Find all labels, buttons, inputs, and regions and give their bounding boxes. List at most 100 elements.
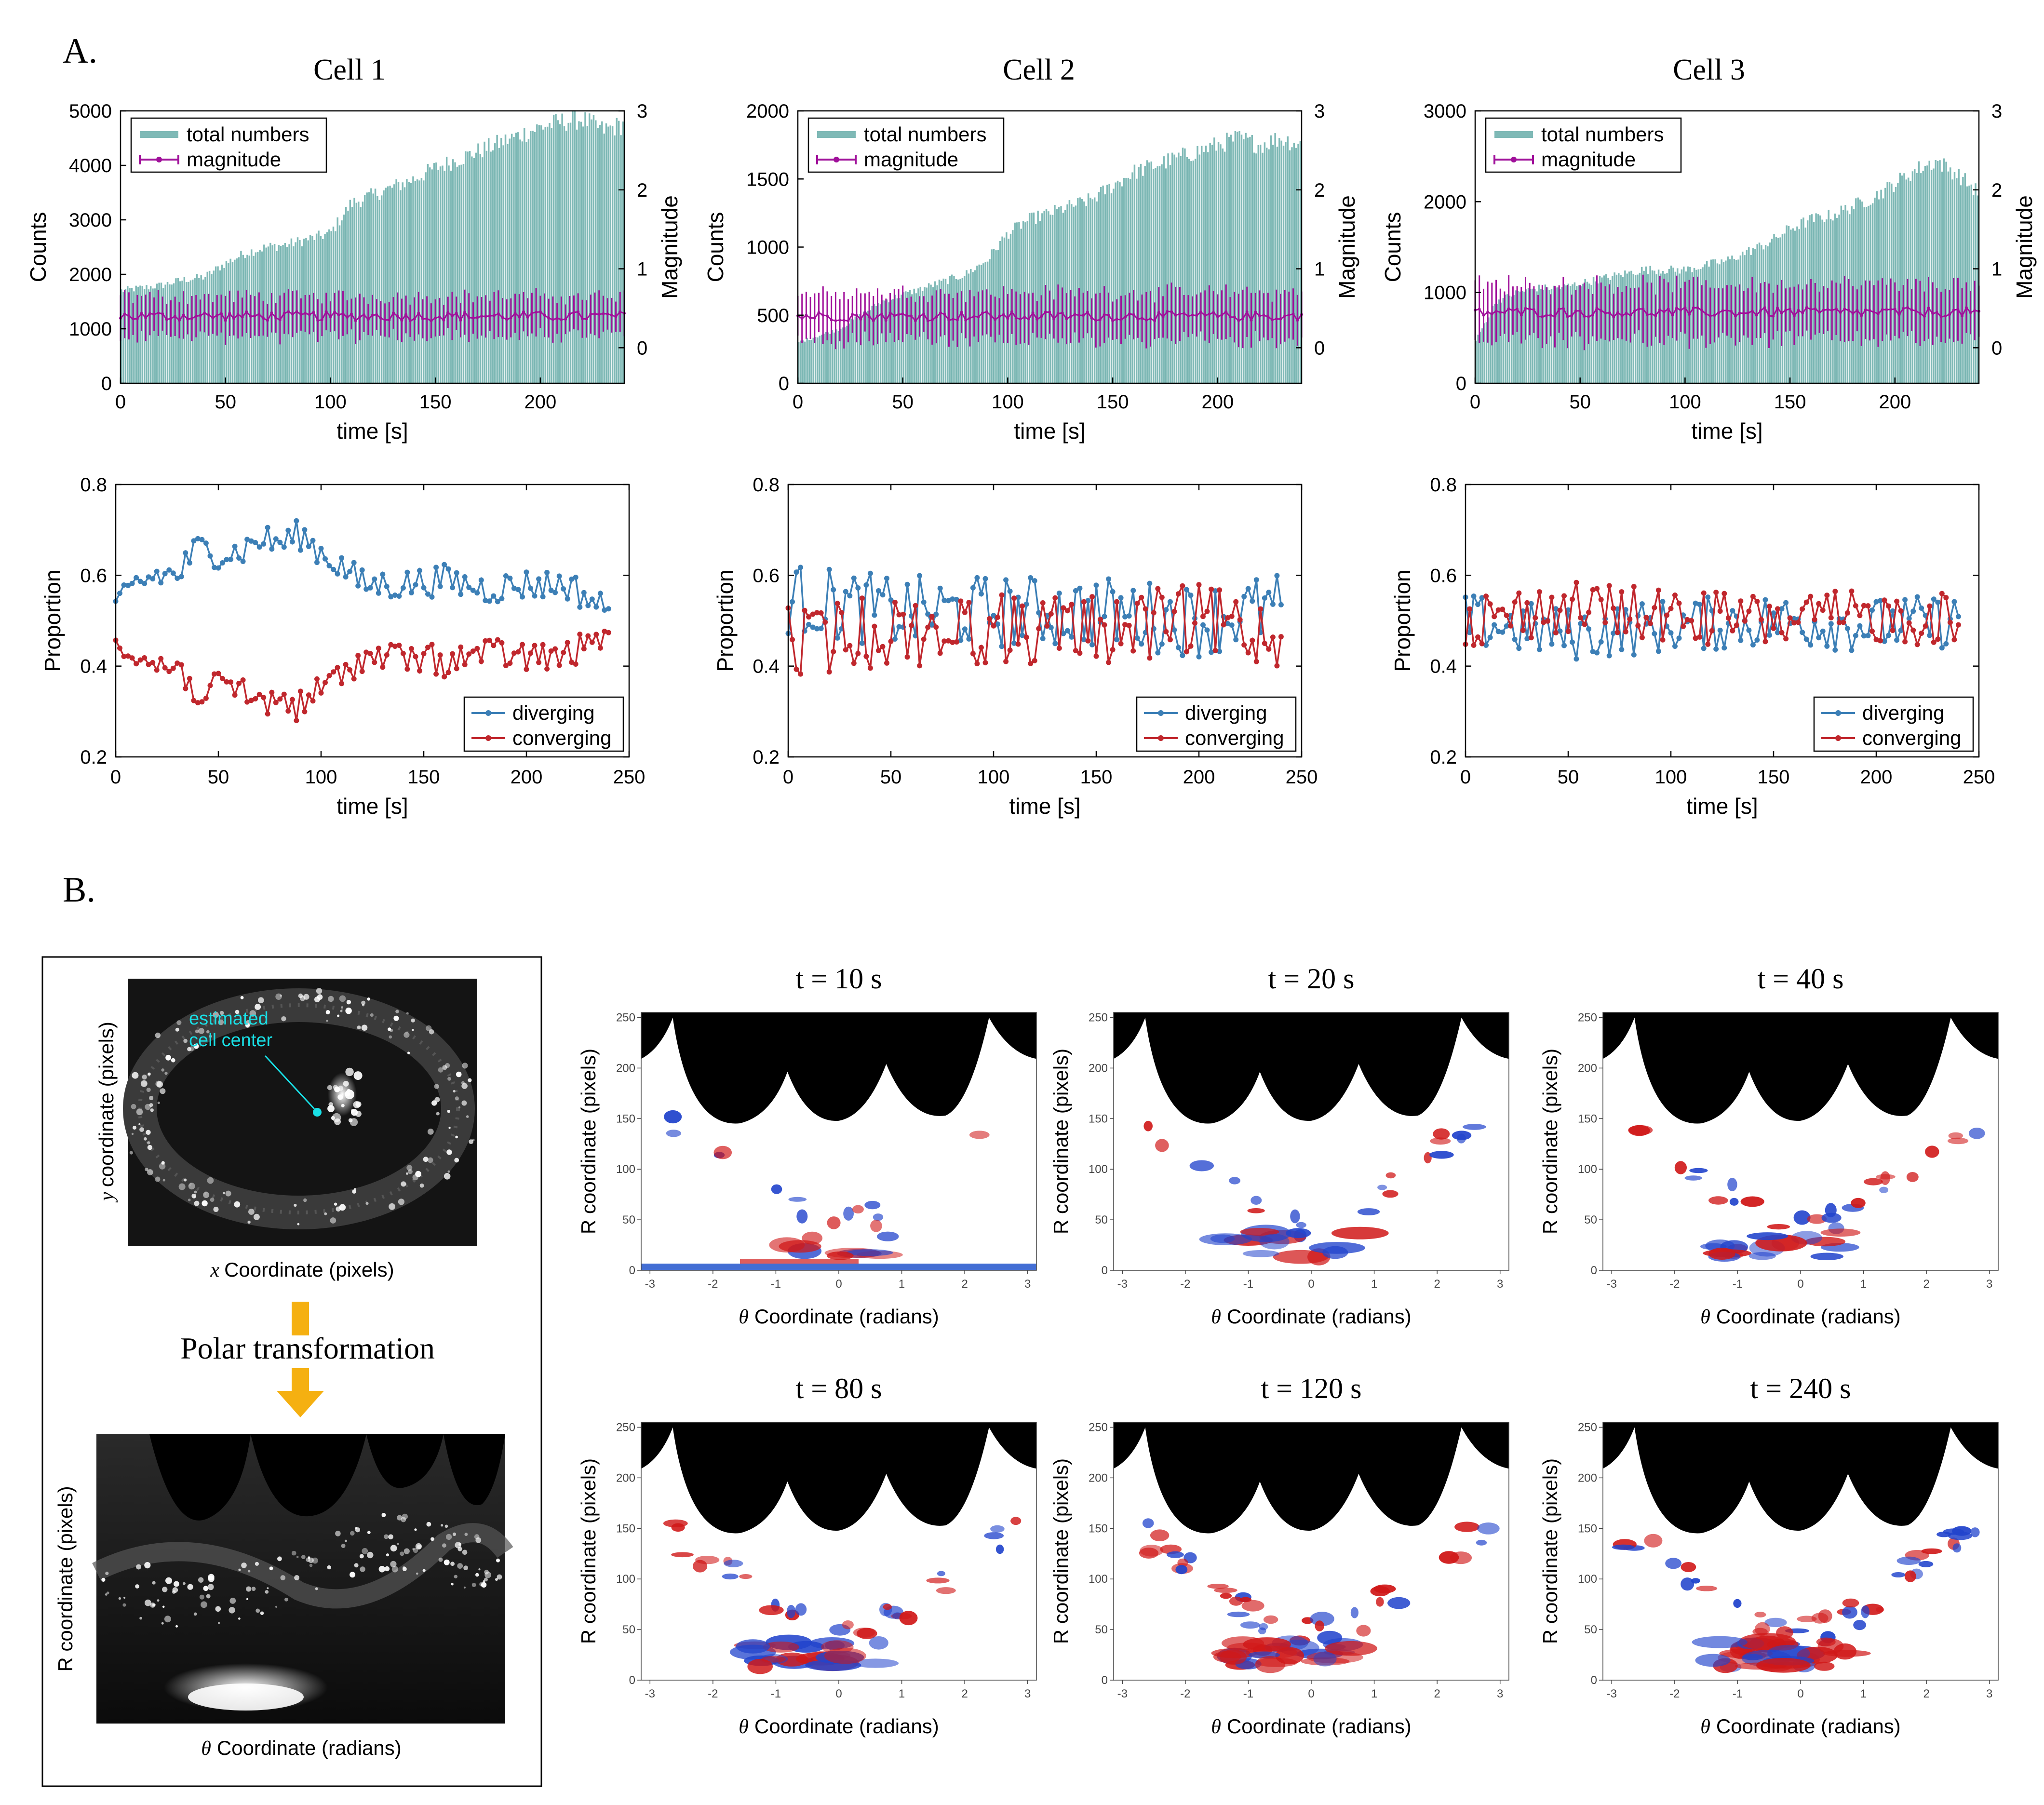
x-tick-label: 50 — [1569, 391, 1591, 413]
fluorescent-spot — [107, 1591, 109, 1594]
heatmap-blob — [1754, 1622, 1770, 1636]
fluorescent-spot — [367, 1531, 371, 1535]
count-bar — [1657, 269, 1660, 383]
count-bar — [1573, 282, 1576, 383]
count-bar — [1693, 268, 1695, 383]
count-bar — [1871, 203, 1874, 383]
count-bar — [1773, 233, 1775, 383]
fluorescent-spot — [402, 1513, 408, 1520]
converging-point — [987, 616, 992, 621]
converging-point — [1200, 614, 1206, 620]
converging-point — [933, 624, 939, 630]
cell-1-title: Cell 1 — [313, 54, 386, 86]
heatmap-blob — [1456, 1133, 1466, 1144]
count-bar — [1662, 271, 1664, 383]
count-bar — [1158, 166, 1161, 383]
x-tick-label: 150 — [408, 767, 440, 788]
count-bar — [423, 180, 425, 383]
converging-point — [548, 648, 554, 654]
diverging-point — [207, 553, 213, 559]
diverging-point — [843, 589, 848, 594]
count-bar — [955, 279, 957, 383]
converging-point — [806, 614, 812, 620]
converging-point — [1717, 608, 1723, 614]
fluorescent-spot — [260, 1611, 264, 1615]
count-bar — [1073, 206, 1075, 383]
converging-point — [1869, 628, 1875, 634]
fluorescent-spot — [210, 1198, 215, 1202]
count-bar — [444, 171, 446, 383]
legend-frame — [807, 117, 1005, 173]
legend-swatch-dot — [1158, 710, 1164, 716]
count-bar — [986, 261, 989, 383]
fluorescent-spot — [427, 1129, 434, 1135]
diverging-point — [1898, 628, 1904, 633]
legend-swatch-dot — [485, 710, 491, 716]
diverging-point — [937, 585, 943, 591]
converging-point — [954, 639, 959, 645]
count-bar — [938, 279, 941, 383]
converging-point — [1492, 614, 1497, 620]
count-bar — [1878, 199, 1880, 383]
count-bar — [179, 281, 181, 383]
converging-point — [1077, 650, 1083, 656]
converging-point — [302, 709, 308, 714]
count-bar — [475, 152, 477, 383]
heatmap-y-tick-label: 0 — [1591, 1264, 1597, 1277]
count-bar — [894, 295, 896, 383]
count-bar — [1068, 200, 1071, 383]
heatmap-blob — [787, 1604, 796, 1618]
count-bar — [231, 262, 234, 383]
heatmap-y-tick-label: 250 — [1578, 1011, 1597, 1024]
heatmap-x-tick-label: 2 — [961, 1278, 968, 1291]
count-bar — [1977, 195, 1979, 383]
fluorescent-spot — [249, 1010, 256, 1017]
count-bar — [1689, 267, 1691, 383]
heatmap-y-tick-label: 50 — [622, 1213, 635, 1226]
converging-point — [1647, 621, 1653, 626]
heatmap-blob — [1139, 1548, 1159, 1559]
fluorescent-spot — [451, 1583, 454, 1586]
polar-y-label: R coordinate (pixels) — [54, 1486, 77, 1671]
diverging-point — [220, 560, 225, 566]
count-bar — [383, 190, 385, 383]
count-bar — [800, 340, 802, 383]
count-bar — [1184, 148, 1186, 383]
count-bar — [1907, 177, 1910, 383]
fluorescent-spot — [255, 1562, 259, 1566]
count-bar — [1761, 245, 1762, 383]
micro-y-label: ycoordinate (pixels) — [95, 1022, 118, 1203]
heatmap-blob — [1747, 1232, 1788, 1240]
diverging-point — [1479, 595, 1485, 601]
heatmap-y-tick-label: 250 — [1089, 1421, 1108, 1434]
count-bar — [856, 317, 859, 383]
diverging-point — [826, 566, 832, 572]
heatmap-blob — [824, 1648, 866, 1664]
count-bar — [166, 282, 169, 383]
count-bar — [1936, 161, 1939, 383]
diverging-point — [170, 570, 176, 576]
count-bar — [296, 237, 299, 383]
diverging-point — [146, 574, 151, 580]
micro-x-text: Coordinate (pixels) — [224, 1258, 394, 1281]
fluorescent-spot — [291, 1550, 296, 1556]
fluorescent-spot — [390, 1029, 393, 1032]
count-bar — [905, 291, 907, 383]
converging-point — [793, 666, 799, 672]
converging-point — [1061, 605, 1066, 611]
diverging-point — [117, 591, 122, 596]
converging-point — [1229, 613, 1235, 619]
fluorescent-spot — [405, 1172, 408, 1175]
heatmap-blob — [1681, 1577, 1694, 1591]
diverging-point — [1056, 591, 1062, 596]
converging-point — [1180, 583, 1185, 589]
count-bar — [859, 313, 861, 383]
diverging-point — [1229, 622, 1235, 628]
count-bar — [1643, 270, 1645, 383]
count-bar — [393, 184, 395, 383]
heatmap-x-text: Coordinate (radians) — [1716, 1305, 1901, 1328]
diverging-point — [859, 640, 865, 646]
diverging-point — [248, 538, 254, 544]
fluorescent-spot — [138, 1123, 141, 1125]
fluorescent-spot — [466, 1115, 469, 1118]
